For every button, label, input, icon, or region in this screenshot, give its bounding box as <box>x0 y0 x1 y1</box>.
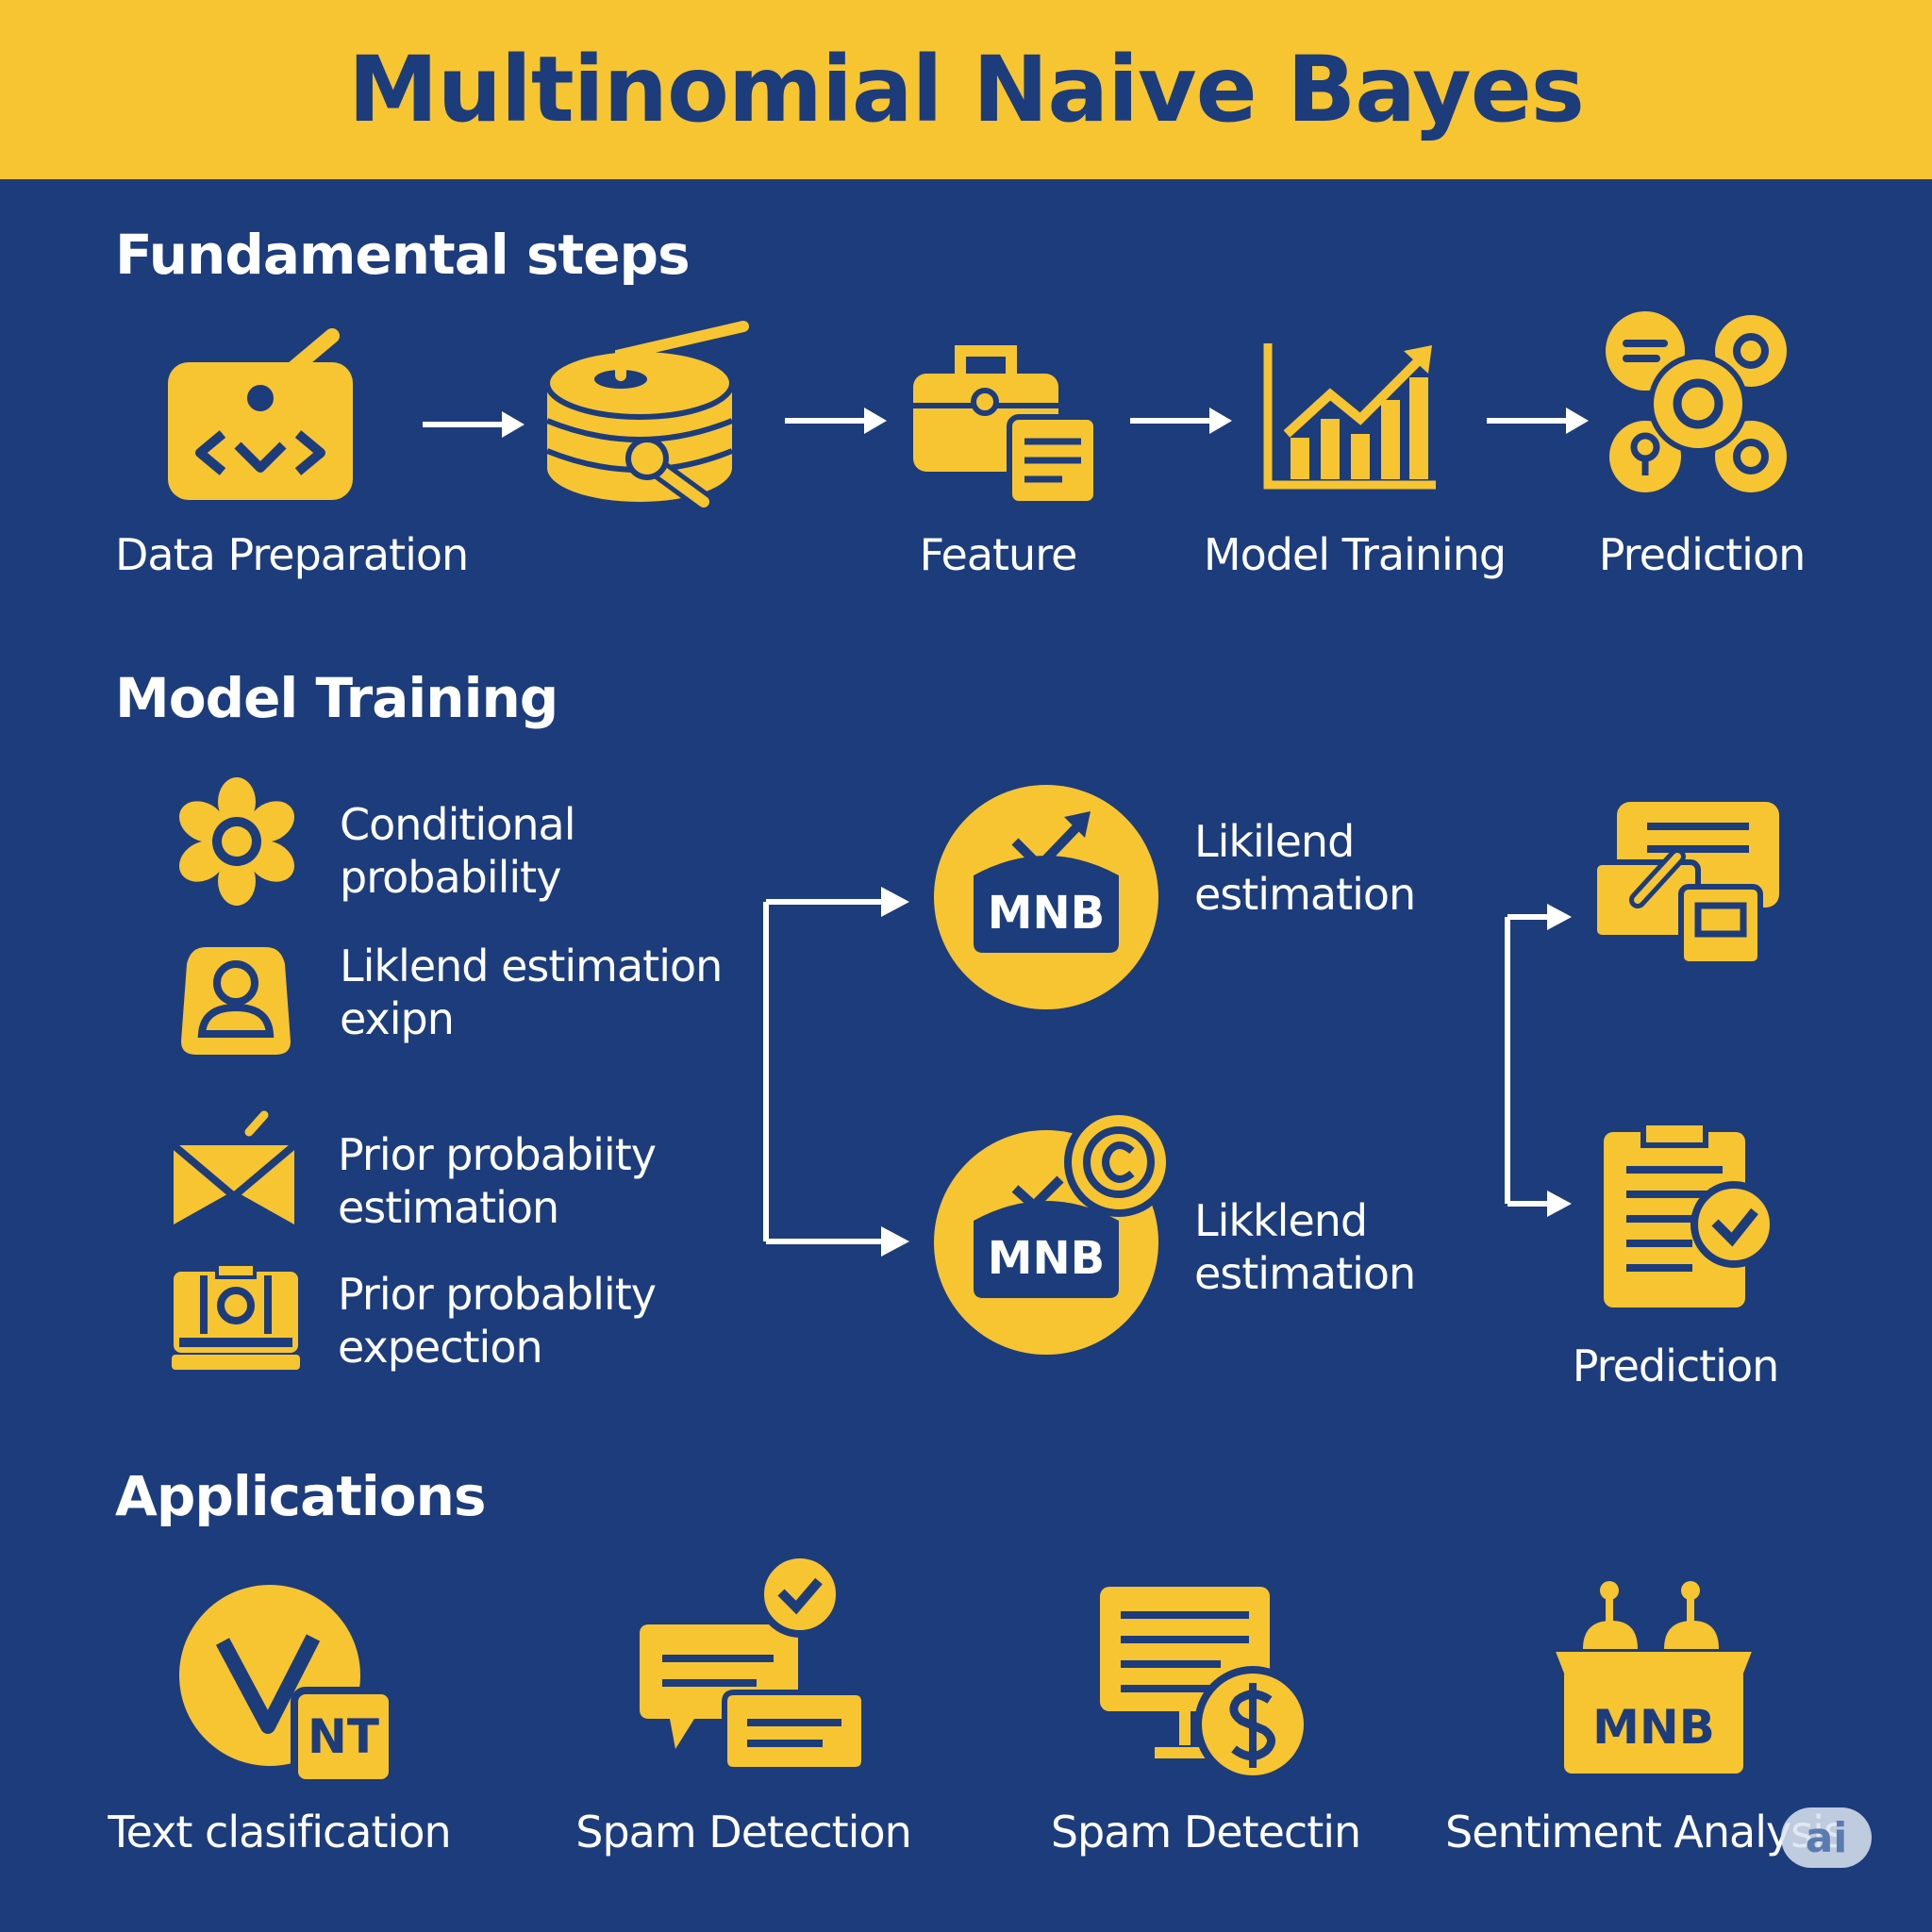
flower-gear-icon <box>175 777 298 906</box>
watermark-badge: ai <box>1781 1807 1872 1868</box>
mnb-node-label: estimation <box>1194 1248 1416 1299</box>
clipboard-check-icon <box>1602 1120 1777 1309</box>
application-label: Text clasification <box>108 1807 451 1857</box>
step-arrow <box>1130 404 1234 438</box>
training-item-label: Prior probablity <box>338 1269 657 1320</box>
user-badge-icon <box>181 943 291 1057</box>
section-title-model-training: Model Training <box>115 666 558 730</box>
application-label: Spam Detectin <box>1050 1807 1361 1857</box>
mnb-trend-circle-icon: MNB <box>932 783 1160 1011</box>
title-banner: Multinomial Naive Bayes <box>0 0 1932 179</box>
document-cards-icon <box>1591 802 1783 968</box>
bracket-arrows <box>762 877 913 1274</box>
envelope-icon <box>170 1110 298 1226</box>
training-item-label: exipn <box>340 993 455 1044</box>
mnb-box-icon: MNB <box>1555 1577 1753 1775</box>
mnb-node-label: Likklend <box>1194 1195 1368 1246</box>
bar-chart-trend-icon <box>1262 343 1441 491</box>
step-arrow <box>1487 404 1591 438</box>
training-item-label: Conditional <box>340 799 575 850</box>
step-label-feature: Feature <box>919 529 1078 580</box>
network-gears-icon <box>1604 309 1792 498</box>
code-card-icon <box>166 321 355 509</box>
feature-toolbox-icon <box>911 336 1100 507</box>
application-label: Sentiment Analysis <box>1445 1807 1846 1857</box>
training-item-label: estimation <box>338 1182 559 1233</box>
section-title-fundamental: Fundamental steps <box>115 223 691 287</box>
camera-case-icon <box>172 1262 300 1370</box>
training-item-label: Prior probabiity <box>338 1129 657 1180</box>
mnb-badge: MNB <box>987 1232 1106 1285</box>
mnb-node-label: Likilend <box>1194 816 1355 867</box>
section-title-applications: Applications <box>115 1464 486 1528</box>
step-label-model-training: Model Training <box>1203 529 1507 580</box>
monitor-dollar-icon <box>1098 1585 1311 1783</box>
chat-bubbles-check-icon <box>638 1551 867 1781</box>
mnb-node-label: estimation <box>1194 869 1416 920</box>
mnb-badge: MNB <box>987 887 1106 940</box>
step-label-data-preparation: Data Preparation <box>115 529 469 580</box>
page-title: Multinomial Naive Bayes <box>348 37 1585 142</box>
check-circle-nt-icon: NT <box>179 1585 396 1787</box>
training-item-label: expection <box>338 1322 543 1373</box>
step-arrow <box>423 408 526 441</box>
application-label: Spam Detection <box>575 1807 911 1857</box>
training-item-label: Liklend estimation <box>340 941 723 991</box>
training-item-label: probability <box>340 852 561 903</box>
bracket-arrows <box>1500 896 1575 1217</box>
mnb-box-badge: MNB <box>1592 1700 1715 1755</box>
nt-badge: NT <box>308 1709 379 1764</box>
step-label-prediction: Prediction <box>1598 529 1807 580</box>
output-label-prediction: Prediction <box>1572 1341 1780 1391</box>
step-arrow <box>785 404 889 438</box>
mnb-copyright-circle-icon: MNB <box>932 1108 1177 1355</box>
database-probe-icon <box>544 321 749 512</box>
